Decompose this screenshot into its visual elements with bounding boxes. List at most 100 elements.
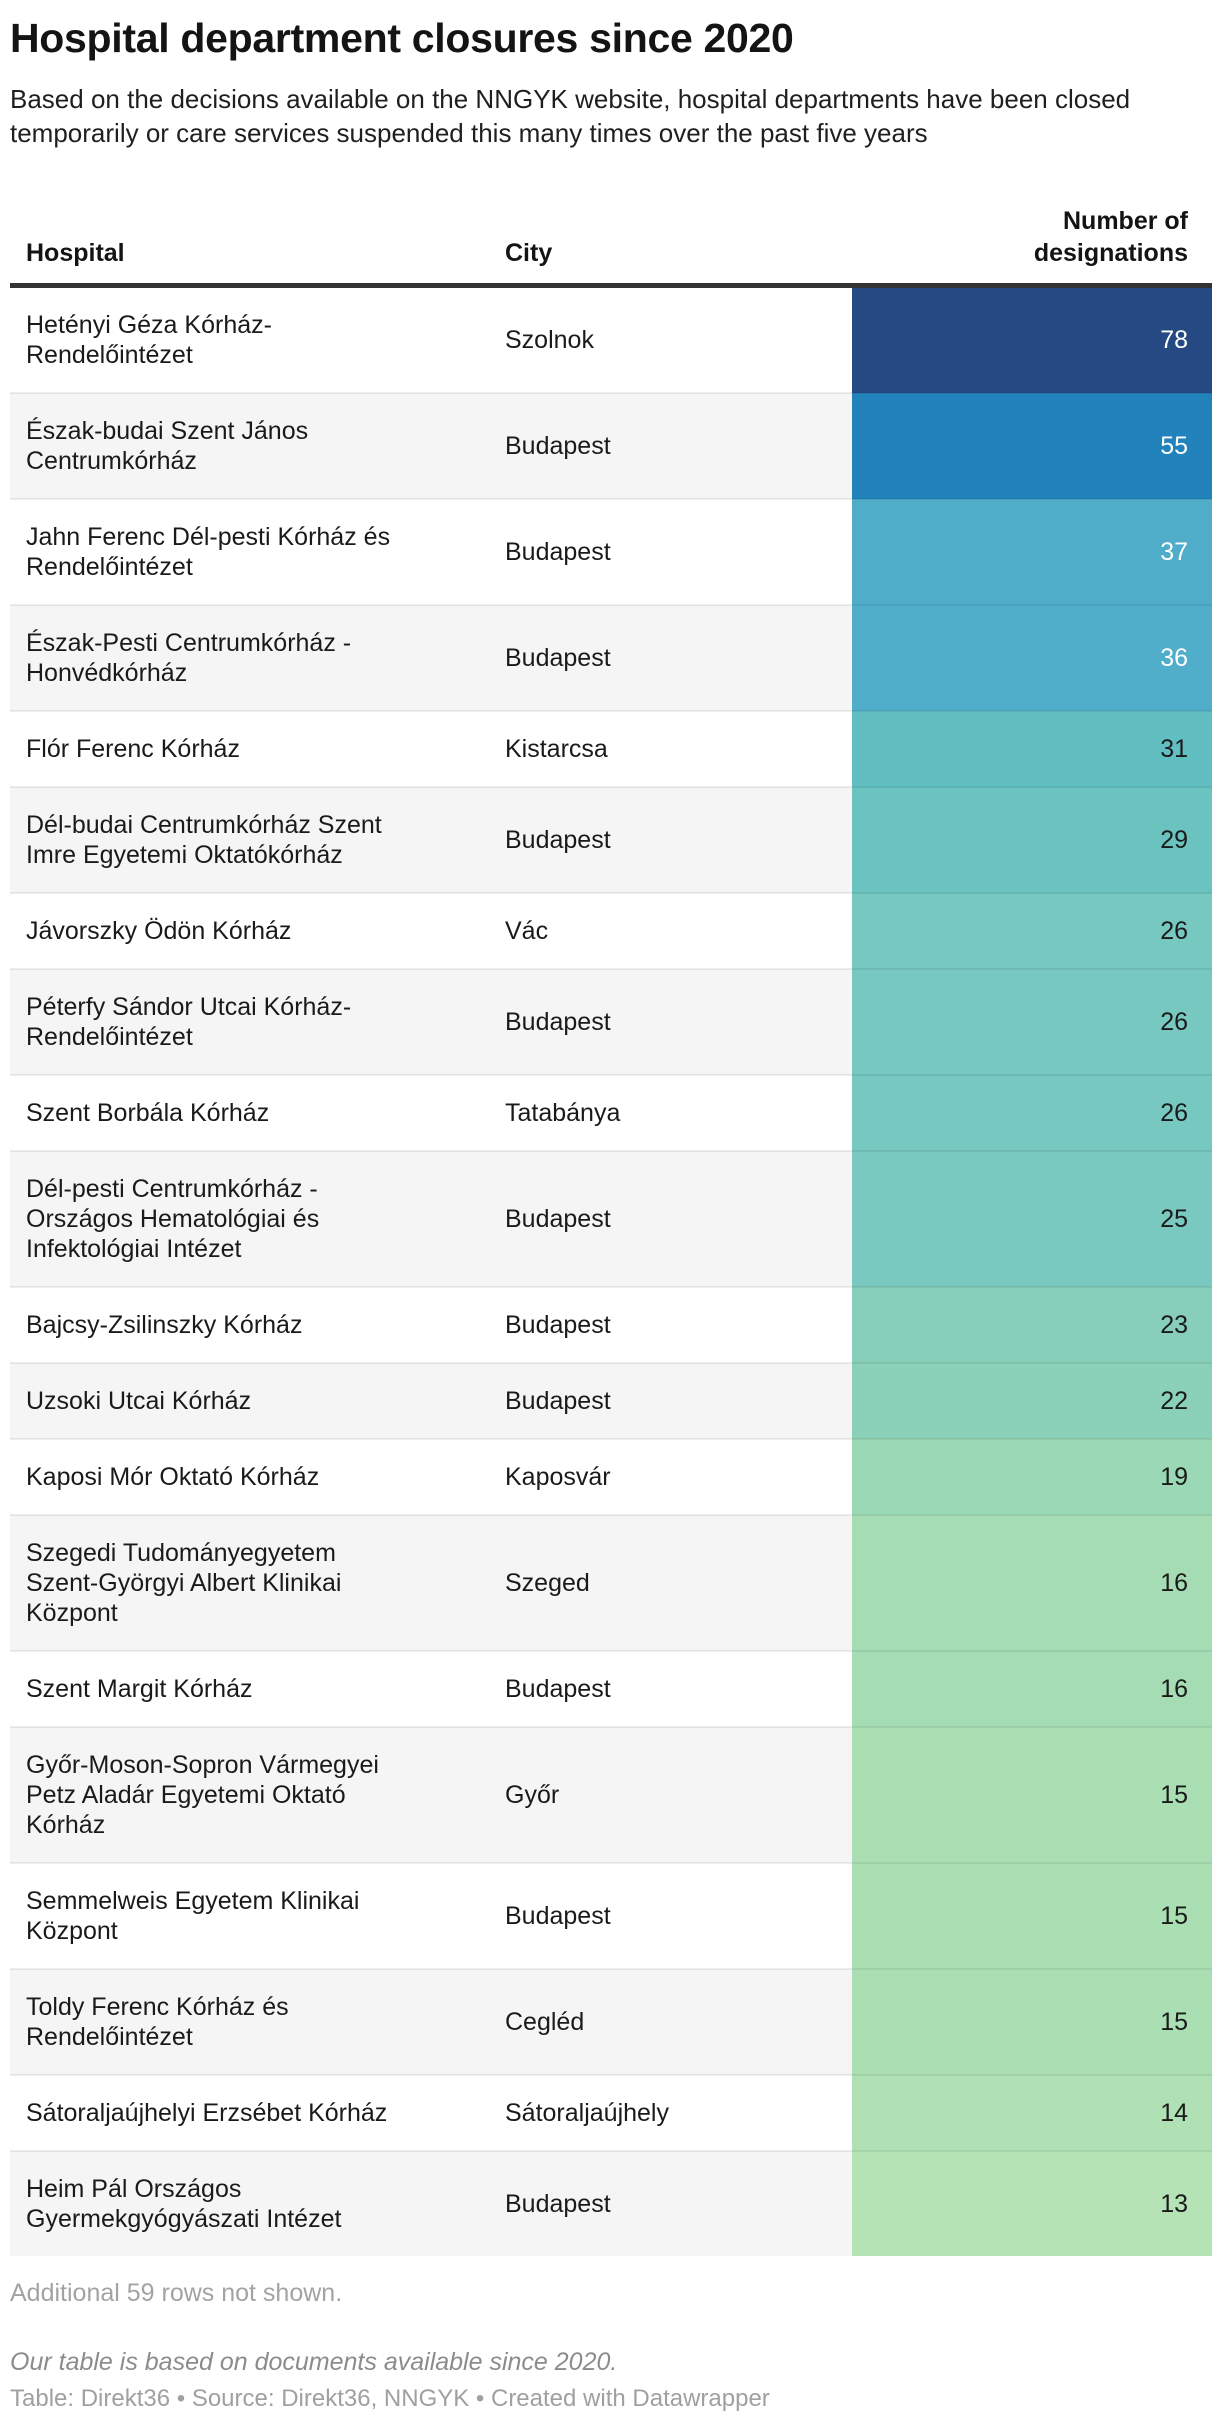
- table-row: Hetényi Géza Kórház-Rendelőintézet Szolno…: [10, 285, 1212, 394]
- table-row: Dél-pesti Centrumkórház - Országos Hemat…: [10, 1150, 1212, 1287]
- hospital-name: Péterfy Sándor Utcai Kórház-Rendelőintéz…: [26, 993, 352, 1051]
- hospital-cell: Szegedi Tudományegyetem Szent-Györgyi Al…: [10, 1514, 505, 1651]
- table-row: Észak-budai Szent János Centrumkórház Bud…: [10, 392, 1212, 499]
- hospital-cell: Jávorszky Ödön Kórház: [10, 892, 505, 969]
- designations-value-cell: 55: [852, 392, 1212, 499]
- designations-value-cell: 13: [852, 2150, 1212, 2256]
- column-header-hospital: Hospital: [10, 205, 505, 288]
- city-cell: Sátoraljaújhely: [505, 2074, 852, 2151]
- table-row: Jahn Ferenc Dél-pesti Kórház és Rendelői…: [10, 498, 1212, 605]
- designations-value-cell: 14: [852, 2074, 1212, 2151]
- city-cell: Tatabánya: [505, 1074, 852, 1151]
- designations-value-cell: 16: [852, 1650, 1212, 1727]
- table-row: Észak-Pesti Centrumkórház - Honvédkórház…: [10, 604, 1212, 711]
- hospital-cell: Heim Pál Országos Gyermekgyógyászati Int…: [10, 2150, 505, 2256]
- table-row: Toldy Ferenc Kórház és Rendelőintézet Ceg…: [10, 1968, 1212, 2075]
- designations-value-cell: 78: [852, 285, 1212, 393]
- hospital-name: Észak-Pesti Centrumkórház - Honvédkórház: [26, 629, 352, 687]
- city-cell: Szolnok: [505, 326, 594, 354]
- city-cell: Kistarcsa: [505, 710, 852, 787]
- hospital-cell: Jahn Ferenc Dél-pesti Kórház és Rendelői…: [10, 498, 505, 605]
- table-row: Semmelweis Egyetem Klinikai Központ Budap…: [10, 1862, 1212, 1969]
- subtitle: Based on the decisions available on the …: [10, 84, 1131, 148]
- hospital-name: Hetényi Géza Kórház-Rendelőintézet: [26, 311, 272, 369]
- designations-value-cell: 29: [852, 786, 1212, 893]
- hospital-name: Észak-budai Szent János Centrumkórház: [26, 417, 309, 475]
- hospital-cell: Kaposi Mór Oktató Kórház: [10, 1438, 505, 1515]
- table-row: Uzsoki Utcai Kórház Budapest 22: [10, 1362, 1212, 1439]
- table-row: Kaposi Mór Oktató Kórház Kaposvár 19: [10, 1438, 1212, 1515]
- hospital-name: Győr-Moson-Sopron Vármegyei Petz Aladár …: [26, 1751, 379, 1839]
- column-header-city: City: [505, 205, 852, 288]
- hospital-cell: Bajcsy-Zsilinszky Kórház: [10, 1286, 505, 1363]
- table-row: Péterfy Sándor Utcai Kórház-Rendelőintéz…: [10, 968, 1212, 1075]
- designations-value-cell: 31: [852, 710, 1212, 787]
- table-note: Our table is based on documents availabl…: [10, 2348, 618, 2376]
- table-row: Bajcsy-Zsilinszky Kórház Budapest 23: [10, 1286, 1212, 1363]
- hospital-cell: Győr-Moson-Sopron Vármegyei Petz Aladár …: [10, 1726, 505, 1863]
- table-row: Szent Borbála Kórház Tatabánya 26: [10, 1074, 1212, 1151]
- designations-value-cell: 15: [852, 1968, 1212, 2075]
- hospital-name: Flór Ferenc Kórház: [26, 735, 240, 763]
- city-cell: Budapest: [505, 1362, 852, 1439]
- header-row: Hospital City Number of designations: [10, 205, 1212, 288]
- hospital-cell: Szent Margit Kórház: [10, 1650, 505, 1727]
- city-cell: Kaposvár: [505, 1438, 852, 1515]
- city-cell: Győr: [505, 1726, 852, 1863]
- city-cell: Budapest: [505, 786, 852, 893]
- table-body: Hetényi Géza Kórház-Rendelőintézet Szolno…: [10, 285, 1212, 2256]
- hospital-name: Kaposi Mór Oktató Kórház: [26, 1463, 320, 1491]
- city-cell: Budapest: [505, 498, 852, 605]
- city-cell: Budapest: [505, 1150, 852, 1287]
- designations-value-cell: 37: [852, 498, 1212, 605]
- designations-value-cell: 26: [852, 1074, 1212, 1151]
- designations-value-cell: 26: [852, 892, 1212, 969]
- hospital-name: Dél-pesti Centrumkórház - Országos Hemat…: [26, 1175, 320, 1263]
- hospital-cell: Szent Borbála Kórház: [10, 1074, 505, 1151]
- column-header-designations-label: Number of designations: [1033, 207, 1188, 267]
- hospital-name: Dél-budai Centrumkórház Szent Imre Egyet…: [26, 811, 382, 869]
- hospital-cell: Flór Ferenc Kórház: [10, 710, 505, 787]
- city-cell: Szeged: [505, 1514, 852, 1651]
- designations-value-cell: 15: [852, 1862, 1212, 1969]
- city-cell: Budapest: [505, 392, 852, 499]
- city-cell: Budapest: [505, 1862, 852, 1969]
- designations-value-cell: 16: [852, 1514, 1212, 1651]
- hospital-cell: Dél-pesti Centrumkórház - Országos Hemat…: [10, 1150, 505, 1287]
- designations-value-cell: 26: [852, 968, 1212, 1075]
- hospital-name: Sátoraljaújhelyi Erzsébet Kórház: [26, 2099, 388, 2127]
- designations-value-cell: 22: [852, 1362, 1212, 1439]
- city-cell: Budapest: [505, 1286, 852, 1363]
- designations-value-cell: 25: [852, 1150, 1212, 1287]
- table-row: Szent Margit Kórház Budapest 16: [10, 1650, 1212, 1727]
- table-row: Flór Ferenc Kórház Kistarcsa 31: [10, 710, 1212, 787]
- additional-rows-note: Additional 59 rows not shown.: [10, 2279, 343, 2307]
- city-cell: Cegléd: [505, 1968, 852, 2075]
- hospital-cell: Toldy Ferenc Kórház és Rendelőintézet: [10, 1968, 505, 2075]
- hospital-cell: Péterfy Sándor Utcai Kórház-Rendelőintéz…: [10, 968, 505, 1075]
- hospital-name: Szent Margit Kórház: [26, 1675, 253, 1703]
- designations-value-cell: 19: [852, 1438, 1212, 1515]
- designations-value-cell: 36: [852, 604, 1212, 711]
- page-title: Hospital department closures since 2020: [10, 15, 794, 61]
- hospital-cell: Észak-Pesti Centrumkórház - Honvédkórház: [10, 604, 505, 711]
- hospital-cell: Semmelweis Egyetem Klinikai Központ: [10, 1862, 505, 1969]
- hospital-cell: Sátoraljaújhelyi Erzsébet Kórház: [10, 2074, 505, 2151]
- hospital-name: Heim Pál Országos Gyermekgyógyászati Int…: [26, 2175, 342, 2233]
- table-row: Szegedi Tudományegyetem Szent-Györgyi Al…: [10, 1514, 1212, 1651]
- table-row: Heim Pál Országos Gyermekgyógyászati Int…: [10, 2150, 1212, 2256]
- table-row: Sátoraljaújhelyi Erzsébet Kórház Sátoralj…: [10, 2074, 1212, 2151]
- hospital-cell: Dél-budai Centrumkórház Szent Imre Egyet…: [10, 786, 505, 893]
- hospital-cell: Hetényi Géza Kórház-Rendelőintézet: [10, 286, 505, 394]
- table-row: Győr-Moson-Sopron Vármegyei Petz Aladár …: [10, 1726, 1212, 1863]
- hospital-name: Bajcsy-Zsilinszky Kórház: [26, 1311, 303, 1339]
- table-header: Hospital City Number of designations: [10, 205, 1212, 288]
- hospital-name: Semmelweis Egyetem Klinikai Központ: [26, 1887, 360, 1945]
- city-cell: Budapest: [505, 2150, 852, 2256]
- hospital-name: Uzsoki Utcai Kórház: [26, 1387, 252, 1415]
- designations-value-cell: 23: [852, 1286, 1212, 1363]
- table-row: Jávorszky Ödön Kórház Vác 26: [10, 892, 1212, 969]
- hospital-name: Toldy Ferenc Kórház és Rendelőintézet: [26, 1993, 289, 2051]
- city-cell: Budapest: [505, 968, 852, 1075]
- hospital-cell: Észak-budai Szent János Centrumkórház: [10, 392, 505, 499]
